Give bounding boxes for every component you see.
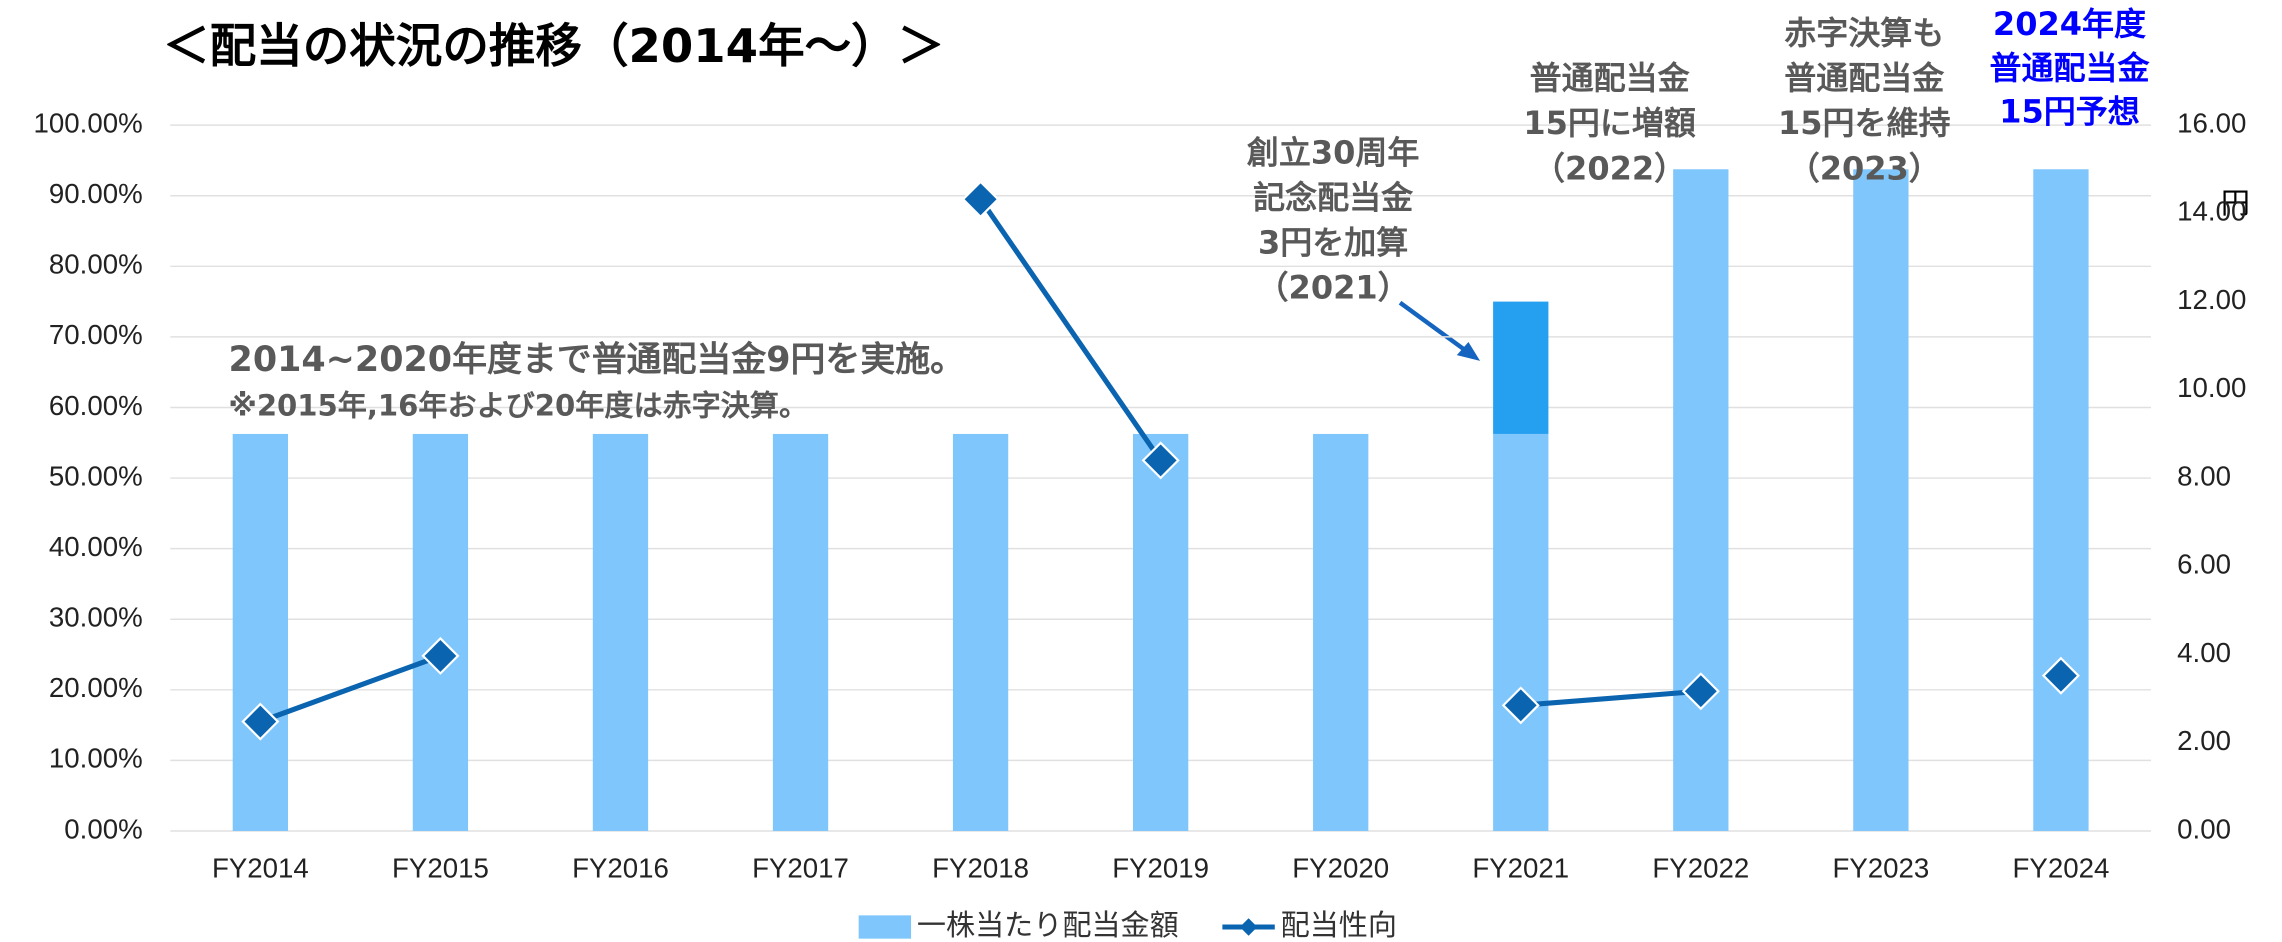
y-tick-label: 100.00% (34, 107, 143, 138)
chart-title: ＜配当の状況の推移（2014年～）＞ (163, 19, 944, 73)
annotation: 2024年度 (1993, 5, 2146, 43)
x-tick-label: FY2018 (932, 853, 1029, 884)
marker (421, 636, 460, 675)
annotation: 創立30周年 (1247, 133, 1420, 171)
marker (1501, 686, 1540, 725)
x-tick-label: FY2017 (752, 853, 849, 884)
annotation: 2014~2020年度まで普通配当金9円を実施。 (229, 339, 966, 380)
y2-tick-label: 16.00 (2177, 107, 2246, 138)
legend-marker (1239, 918, 1258, 936)
bar (952, 433, 1009, 831)
y-tick-label: 40.00% (49, 531, 143, 562)
y2-tick-label: 4.00 (2177, 637, 2231, 668)
marker (1141, 441, 1180, 480)
y2-tick-label: 8.00 (2177, 460, 2231, 491)
legend-swatch (858, 915, 912, 939)
annotation: 15円予想 (1999, 93, 2140, 131)
bar (1493, 301, 1549, 434)
bar (1132, 433, 1189, 831)
annotation: ※2015年,16年および20年度は赤字決算。 (229, 388, 809, 422)
legend-label: 一株当たり配当金額 (917, 908, 1179, 942)
x-tick-label: FY2015 (392, 853, 489, 884)
annotation: （2022） (1533, 149, 1686, 187)
annotation: （2023） (1788, 149, 1941, 187)
y-tick-label: 90.00% (49, 178, 143, 209)
annotation: 普通配当金 (1530, 59, 1691, 97)
y2-tick-label: 0.00 (2177, 813, 2231, 844)
y-tick-label: 0.00% (64, 813, 142, 844)
y-tick-label: 80.00% (49, 249, 143, 280)
x-tick-label: FY2020 (1292, 853, 1389, 884)
y2-tick-label: 10.00 (2177, 372, 2246, 403)
annotation: 15円に増額 (1523, 104, 1696, 142)
y2-axis-label: 円 (2221, 186, 2250, 220)
legend-label: 配当性向 (1281, 908, 1397, 942)
annotation: 赤字決算も (1784, 14, 1944, 52)
marker (241, 702, 280, 741)
y-tick-label: 30.00% (49, 602, 143, 633)
annotation: 記念配当金 (1253, 178, 1414, 216)
x-tick-label: FY2021 (1472, 853, 1569, 884)
x-tick-label: FY2014 (212, 853, 309, 884)
x-tick-label: FY2024 (2013, 853, 2110, 884)
y2-tick-label: 14.00 (2177, 196, 2246, 227)
y2-tick-label: 2.00 (2177, 725, 2231, 756)
x-tick-label: FY2016 (572, 853, 669, 884)
annotation: 普通配当金 (1784, 59, 1945, 97)
x-tick-label: FY2023 (1832, 853, 1929, 884)
bar (772, 433, 829, 831)
bar (1493, 433, 1549, 831)
x-tick-label: FY2022 (1652, 853, 1749, 884)
bar (1673, 169, 1729, 831)
y2-tick-label: 12.00 (2177, 284, 2246, 315)
y-tick-label: 70.00% (49, 319, 143, 350)
annotation: 普通配当金 (1989, 49, 2150, 87)
y-tick-label: 20.00% (49, 672, 143, 703)
bar (1313, 433, 1369, 831)
annotation: 3円を加算 (1258, 223, 1408, 261)
bar (232, 433, 289, 831)
y-tick-label: 50.00% (49, 460, 143, 491)
marker (961, 180, 1000, 219)
y-tick-label: 60.00% (49, 390, 143, 421)
marker (2041, 656, 2080, 695)
bar (592, 433, 649, 831)
annotation: （2021） (1257, 269, 1410, 307)
y2-tick-label: 6.00 (2177, 549, 2231, 580)
marker (1681, 672, 1720, 711)
annotation: 15円を維持 (1778, 104, 1951, 142)
bar (412, 433, 469, 831)
y-tick-label: 10.00% (49, 743, 143, 774)
bar (1853, 169, 1909, 831)
bar (2033, 169, 2089, 831)
x-tick-label: FY2019 (1112, 853, 1209, 884)
annotation-arrowhead (1456, 341, 1481, 361)
annotation-arrow (1398, 300, 1472, 356)
